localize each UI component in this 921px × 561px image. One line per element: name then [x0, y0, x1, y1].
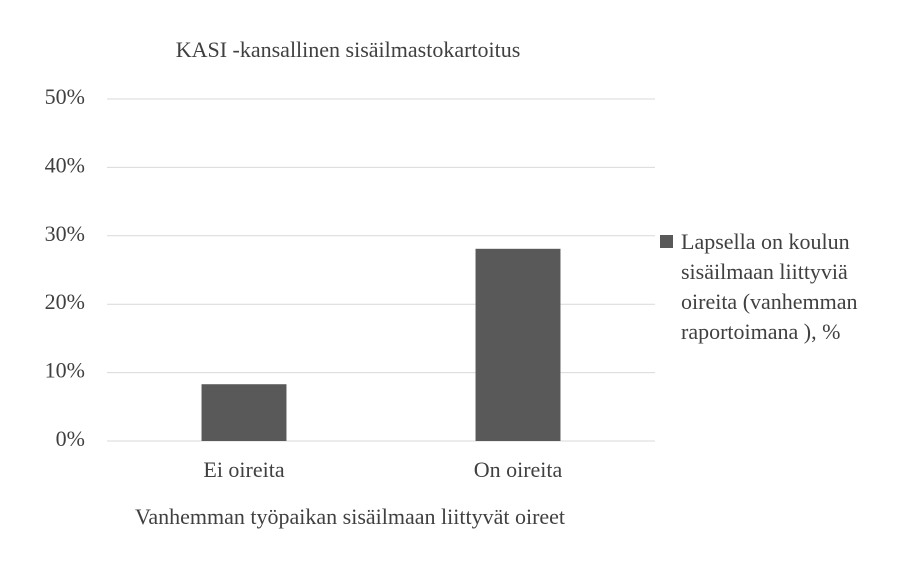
x-tick-label: On oireita [474, 457, 563, 482]
y-tick-label: 30% [45, 221, 85, 246]
y-tick-label: 10% [45, 358, 85, 383]
bar [201, 384, 287, 441]
y-tick-label: 0% [56, 426, 85, 451]
y-tick-label: 20% [45, 289, 85, 314]
x-tick-label: Ei oireita [203, 457, 284, 482]
y-tick-label: 40% [45, 152, 85, 177]
x-axis-label: Vanhemman työpaikan sisäilmaan liittyvät… [135, 504, 565, 529]
legend-label: Lapsella on koulun sisäilmaan liittyviä … [681, 229, 858, 344]
bar [475, 248, 561, 441]
legend: Lapsella on koulun sisäilmaan liittyviä … [660, 227, 900, 347]
y-tick-label: 50% [45, 84, 85, 109]
legend-swatch [660, 235, 673, 248]
chart-title: KASI -kansallinen sisäilmastokartoitus [176, 37, 521, 62]
